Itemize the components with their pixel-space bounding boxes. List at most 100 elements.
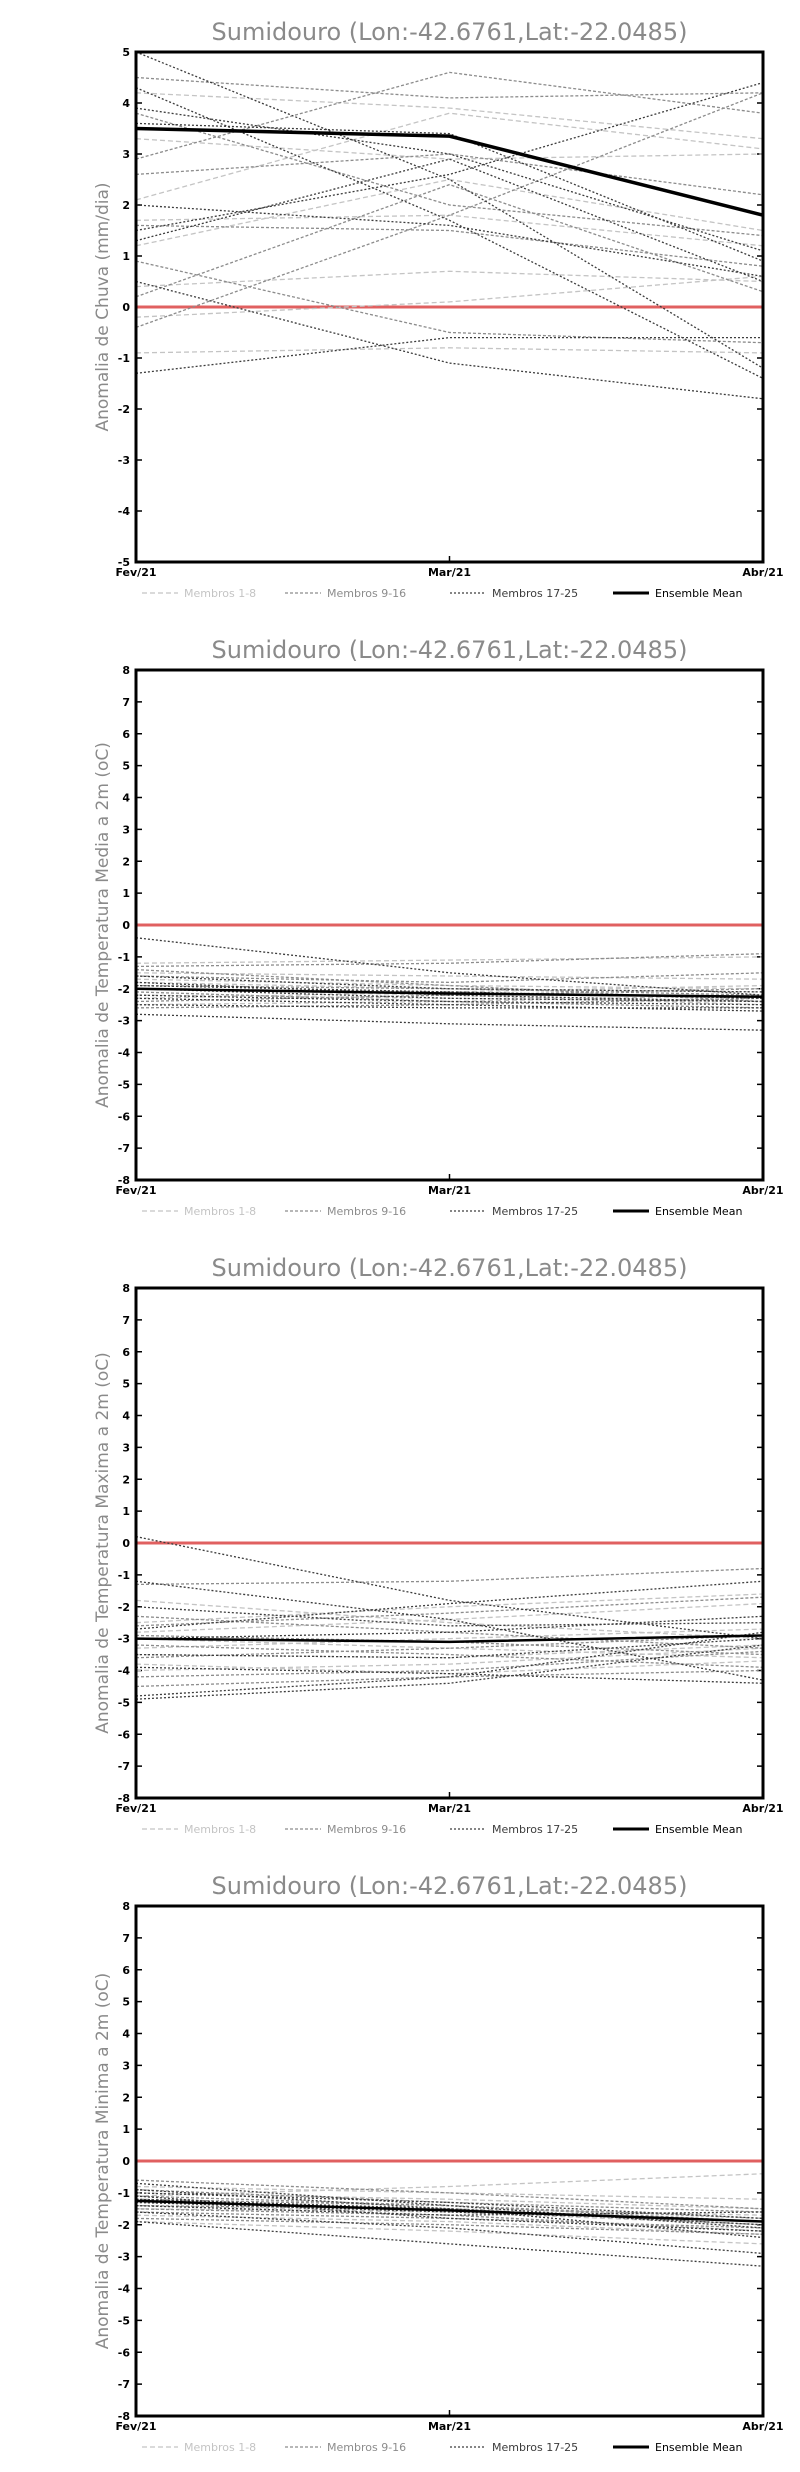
y-tick-label: 4 [122,1410,130,1423]
member-series-line [136,1647,763,1672]
y-tick-label: -2 [118,403,130,416]
y-tick-label: 0 [122,2155,130,2168]
legend-label: Membros 17-25 [492,587,578,600]
y-tick-label: -3 [118,1633,130,1646]
series-lines [136,2173,763,2267]
member-series-line [136,1602,763,1633]
y-axis-label: Anomalia de Temperatura Maxima a 2m (oC) [93,1352,113,1734]
member-series-line [136,183,763,298]
member-series-line [136,2220,763,2245]
plot-frame [134,1904,765,2418]
y-tick-label: -1 [118,951,130,964]
member-series-line [136,347,763,354]
plot-frame [134,50,765,564]
series-lines [136,1535,763,1700]
member-series-line [136,1599,763,1640]
y-tick-label: 1 [122,2123,130,2136]
plot-frame [134,668,765,1182]
member-series-line [136,981,763,1003]
member-series-line [136,956,763,964]
legend-label: Membros 9-16 [327,587,406,600]
legend-label: Membros 1-8 [184,1205,256,1218]
y-tick-label: -7 [118,1760,130,1773]
member-series-line [136,2192,763,2210]
member-series-line [136,1593,763,1624]
member-series-line [136,953,763,968]
member-series-line [136,336,763,374]
y-tick-label: 2 [122,855,130,868]
y-tick-label: 3 [122,2059,130,2072]
y-tick-label: -4 [118,2283,131,2296]
member-series-line [136,76,763,99]
y-axis-label: Anomalia de Temperatura Minima a 2m (oC) [93,1973,113,2350]
member-series-line [136,972,763,984]
member-series-line [136,972,763,980]
chart-title: Sumidouro (Lon:-42.6761,Lat:-22.0485) [212,18,688,46]
member-series-line [136,2189,763,2213]
member-series-line [136,991,763,1009]
member-series-line [136,204,763,278]
chart-panel-1: Sumidouro (Lon:-42.6761,Lat:-22.0485) Ano… [93,18,784,600]
x-tick-label: Abr/21 [742,1184,783,1197]
member-series-line [136,122,763,262]
member-series-line [136,2217,763,2235]
member-series-line [136,270,763,288]
member-series-line [136,1666,763,1684]
y-tick-label: 8 [122,1282,130,1295]
x-tick-label: Fev/21 [115,1184,156,1197]
chart-panel-3: Sumidouro (Lon:-42.6761,Lat:-22.0485) Ano… [93,1254,784,1836]
y-tick-label: 0 [122,1537,130,1550]
y-tick-label: 6 [122,728,130,741]
member-series-line [136,978,763,990]
chart-panel-2: Sumidouro (Lon:-42.6761,Lat:-22.0485) Ano… [93,636,784,1218]
y-tick-label: 7 [122,696,130,709]
legend-label: Membros 1-8 [184,2441,256,2454]
member-series-line [136,2198,763,2226]
y-tick-label: 1 [122,887,130,900]
y-tick-label: 2 [122,1473,130,1486]
y-tick-label: -6 [118,1728,131,1741]
member-series-line [136,52,763,369]
x-tick-label: Mar/21 [428,566,471,579]
member-series-line [136,2220,763,2267]
y-tick-label: 4 [122,97,130,110]
y-axis-label: Anomalia de Chuva (mm/dia) [93,182,113,431]
y-tick-label: -1 [118,2187,130,2200]
legend-label: Ensemble Mean [655,1205,742,1218]
member-series-line [136,1628,763,1649]
member-series-line [136,260,763,344]
y-tick-label: 2 [122,199,130,212]
member-series-line [136,984,763,996]
y-tick-label: 5 [122,1378,130,1391]
member-series-line [136,2182,763,2229]
chart-panel-4: Sumidouro (Lon:-42.6761,Lat:-22.0485) Ano… [93,1872,784,2454]
member-series-line [136,988,763,1003]
member-series-line [136,2208,763,2232]
legend-label: Membros 9-16 [327,1823,406,1836]
y-tick-label: 1 [122,1505,130,1518]
member-series-line [136,2204,763,2226]
ensemble-mean-line [136,2199,763,2223]
member-series-line [136,1615,763,1640]
y-tick-label: 7 [122,1314,130,1327]
y-tick-label: -1 [118,1569,130,1582]
x-tick-label: Abr/21 [742,1802,783,1815]
ensemble-mean-line [136,987,763,998]
member-series-line [136,988,763,1003]
x-tick-label: Abr/21 [742,2420,783,2433]
x-tick-label: Fev/21 [115,1802,156,1815]
member-series-line [136,158,763,283]
member-series-line [136,2211,763,2255]
member-series-line [136,1013,763,1031]
member-series-line [136,2189,763,2239]
legend-label: Membros 17-25 [492,1205,578,1218]
y-tick-label: -2 [118,1601,130,1614]
member-series-line [136,2173,763,2197]
y-tick-label: 5 [122,1996,130,2009]
y-tick-label: -6 [118,2346,131,2359]
y-tick-label: 2 [122,2091,130,2104]
member-series-line [136,92,763,329]
legend: Membros 1-8 Membros 9-16 Membros 17-25 Ense… [142,1823,742,1836]
member-series-line [136,1004,763,1009]
member-series-line [136,1567,763,1586]
